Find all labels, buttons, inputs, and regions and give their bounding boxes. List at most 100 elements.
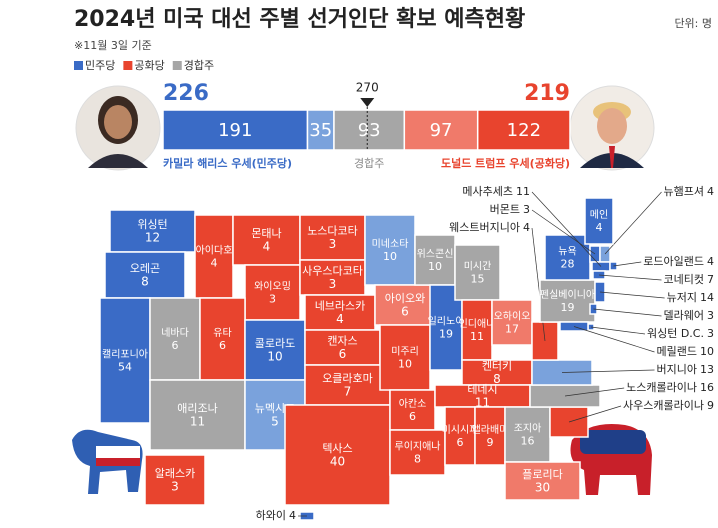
legend-swatch: [172, 61, 182, 70]
portrait-trump: [569, 85, 655, 171]
state-tile: [584, 197, 614, 245]
leader-line: [573, 326, 655, 353]
state-name: 메사추세츠: [462, 185, 513, 198]
state-votes: 4: [707, 255, 714, 268]
bar-segment: [162, 109, 309, 151]
state-votes: 5: [271, 415, 279, 429]
state-name: 캔자스: [327, 335, 357, 348]
state-name: 아칸소: [399, 398, 427, 410]
rep-total: 219: [524, 81, 570, 106]
state-tile: [144, 454, 206, 506]
state-votes: 28: [561, 258, 575, 271]
state-name: 유타: [213, 327, 231, 339]
leader-line: [604, 191, 662, 255]
leader-line: [531, 191, 602, 267]
state-name: 텍사스: [322, 442, 352, 455]
state-name: 버몬트: [490, 203, 520, 216]
state-votes: 13: [700, 363, 714, 376]
state-votes: 10: [383, 250, 397, 263]
state-votes: 6: [219, 339, 226, 352]
state-name: 노스캐롤라이나: [626, 381, 697, 394]
state-name: 로드아일랜드: [643, 254, 704, 268]
state-votes: 4: [263, 240, 271, 254]
state-tile: [304, 329, 381, 366]
state-name: 노스다코타: [307, 225, 358, 238]
state-name: 오클라호마: [322, 372, 373, 385]
state-votes: 12: [145, 231, 160, 245]
state-tile: [539, 279, 596, 323]
state-votes: 7: [344, 385, 352, 399]
dem-label: 카밀라 해리스 우세(민주당): [163, 156, 292, 170]
state-name: 워싱턴 D.C.: [647, 327, 704, 340]
segment-label: 122: [507, 120, 541, 141]
state-name: 와이오밍: [254, 281, 291, 293]
state-votes: 9: [707, 399, 714, 412]
state-name: 사우스캐롤라이나: [623, 399, 704, 412]
state-votes: 40: [330, 455, 345, 469]
state-votes: 3: [171, 480, 179, 494]
state-tile: [474, 406, 506, 466]
state-label: 메릴랜드 10: [657, 345, 714, 358]
state-name: 애리조나: [177, 402, 217, 415]
state-votes: 8: [414, 453, 421, 466]
state-votes: 11: [470, 330, 484, 343]
democrat-emblem: [72, 429, 143, 494]
state-votes: 6: [457, 436, 464, 449]
leader-line: [613, 261, 642, 267]
state-name: 뉴햄프셔: [664, 185, 704, 198]
state-name: 캘리포니아: [102, 349, 148, 361]
state-label: 사우스캐롤라이나 9: [623, 399, 714, 412]
state-tile: [544, 234, 591, 281]
leader-line: [564, 387, 625, 397]
state-name: 루이지애나: [395, 441, 441, 453]
state-name: 미시시피: [442, 424, 479, 436]
state-tile: [194, 214, 234, 299]
legend-label: 경합주: [184, 59, 214, 72]
state-label: 델라웨어 3: [664, 309, 714, 322]
state-votes: 4: [707, 185, 714, 198]
state-votes: 10: [267, 350, 282, 364]
state-name: 아이오와: [385, 292, 425, 305]
state-tile: [414, 234, 456, 286]
state-tile: [104, 251, 186, 299]
rep-label: 도널드 트럼프 우세(공화당): [441, 156, 570, 170]
state-tile: [491, 299, 533, 346]
state-tile: [364, 214, 416, 286]
state-name: 위싱턴: [137, 218, 167, 231]
state-votes: 10: [398, 358, 412, 371]
state-votes: 16: [700, 381, 714, 394]
state-votes: 14: [700, 291, 714, 304]
segment-label: 35: [309, 120, 332, 141]
state-label: 로드아일랜드 4: [643, 254, 714, 268]
state-name: 켄터키: [482, 360, 512, 373]
legend-label: 공화당: [134, 59, 164, 72]
state-tile: [304, 294, 376, 331]
state-votes: 6: [172, 339, 179, 352]
state-tile: [284, 404, 391, 506]
state-votes: 6: [339, 347, 347, 361]
state-tile: [389, 429, 446, 476]
segment-label: 191: [218, 120, 252, 141]
state-votes: 3: [523, 203, 530, 216]
state-votes: 8: [141, 275, 149, 289]
state-name: 미네소타: [372, 238, 409, 250]
state-votes: 11: [475, 396, 490, 410]
state-votes: 6: [401, 305, 409, 319]
state-votes: 3: [329, 237, 337, 251]
leader-line: [531, 209, 596, 255]
legend-swatch: [123, 61, 133, 70]
state-votes: 19: [439, 328, 453, 341]
leader-line: [568, 405, 622, 423]
state-label: 노스캐롤라이나 16: [626, 381, 714, 394]
state-name: 하와이: [256, 508, 286, 522]
state-label: 뉴햄프셔 4: [664, 185, 714, 198]
republican-emblem: [570, 424, 652, 495]
state-votes: 16: [521, 435, 535, 448]
state-votes: 9: [487, 436, 494, 449]
state-votes: 4: [596, 221, 603, 234]
state-name: 펜실베이니아: [540, 289, 595, 301]
state-name: 일리노이: [428, 316, 465, 328]
state-name: 인디애나: [459, 318, 496, 330]
state-votes: 19: [561, 301, 575, 314]
state-tile: [299, 214, 366, 261]
